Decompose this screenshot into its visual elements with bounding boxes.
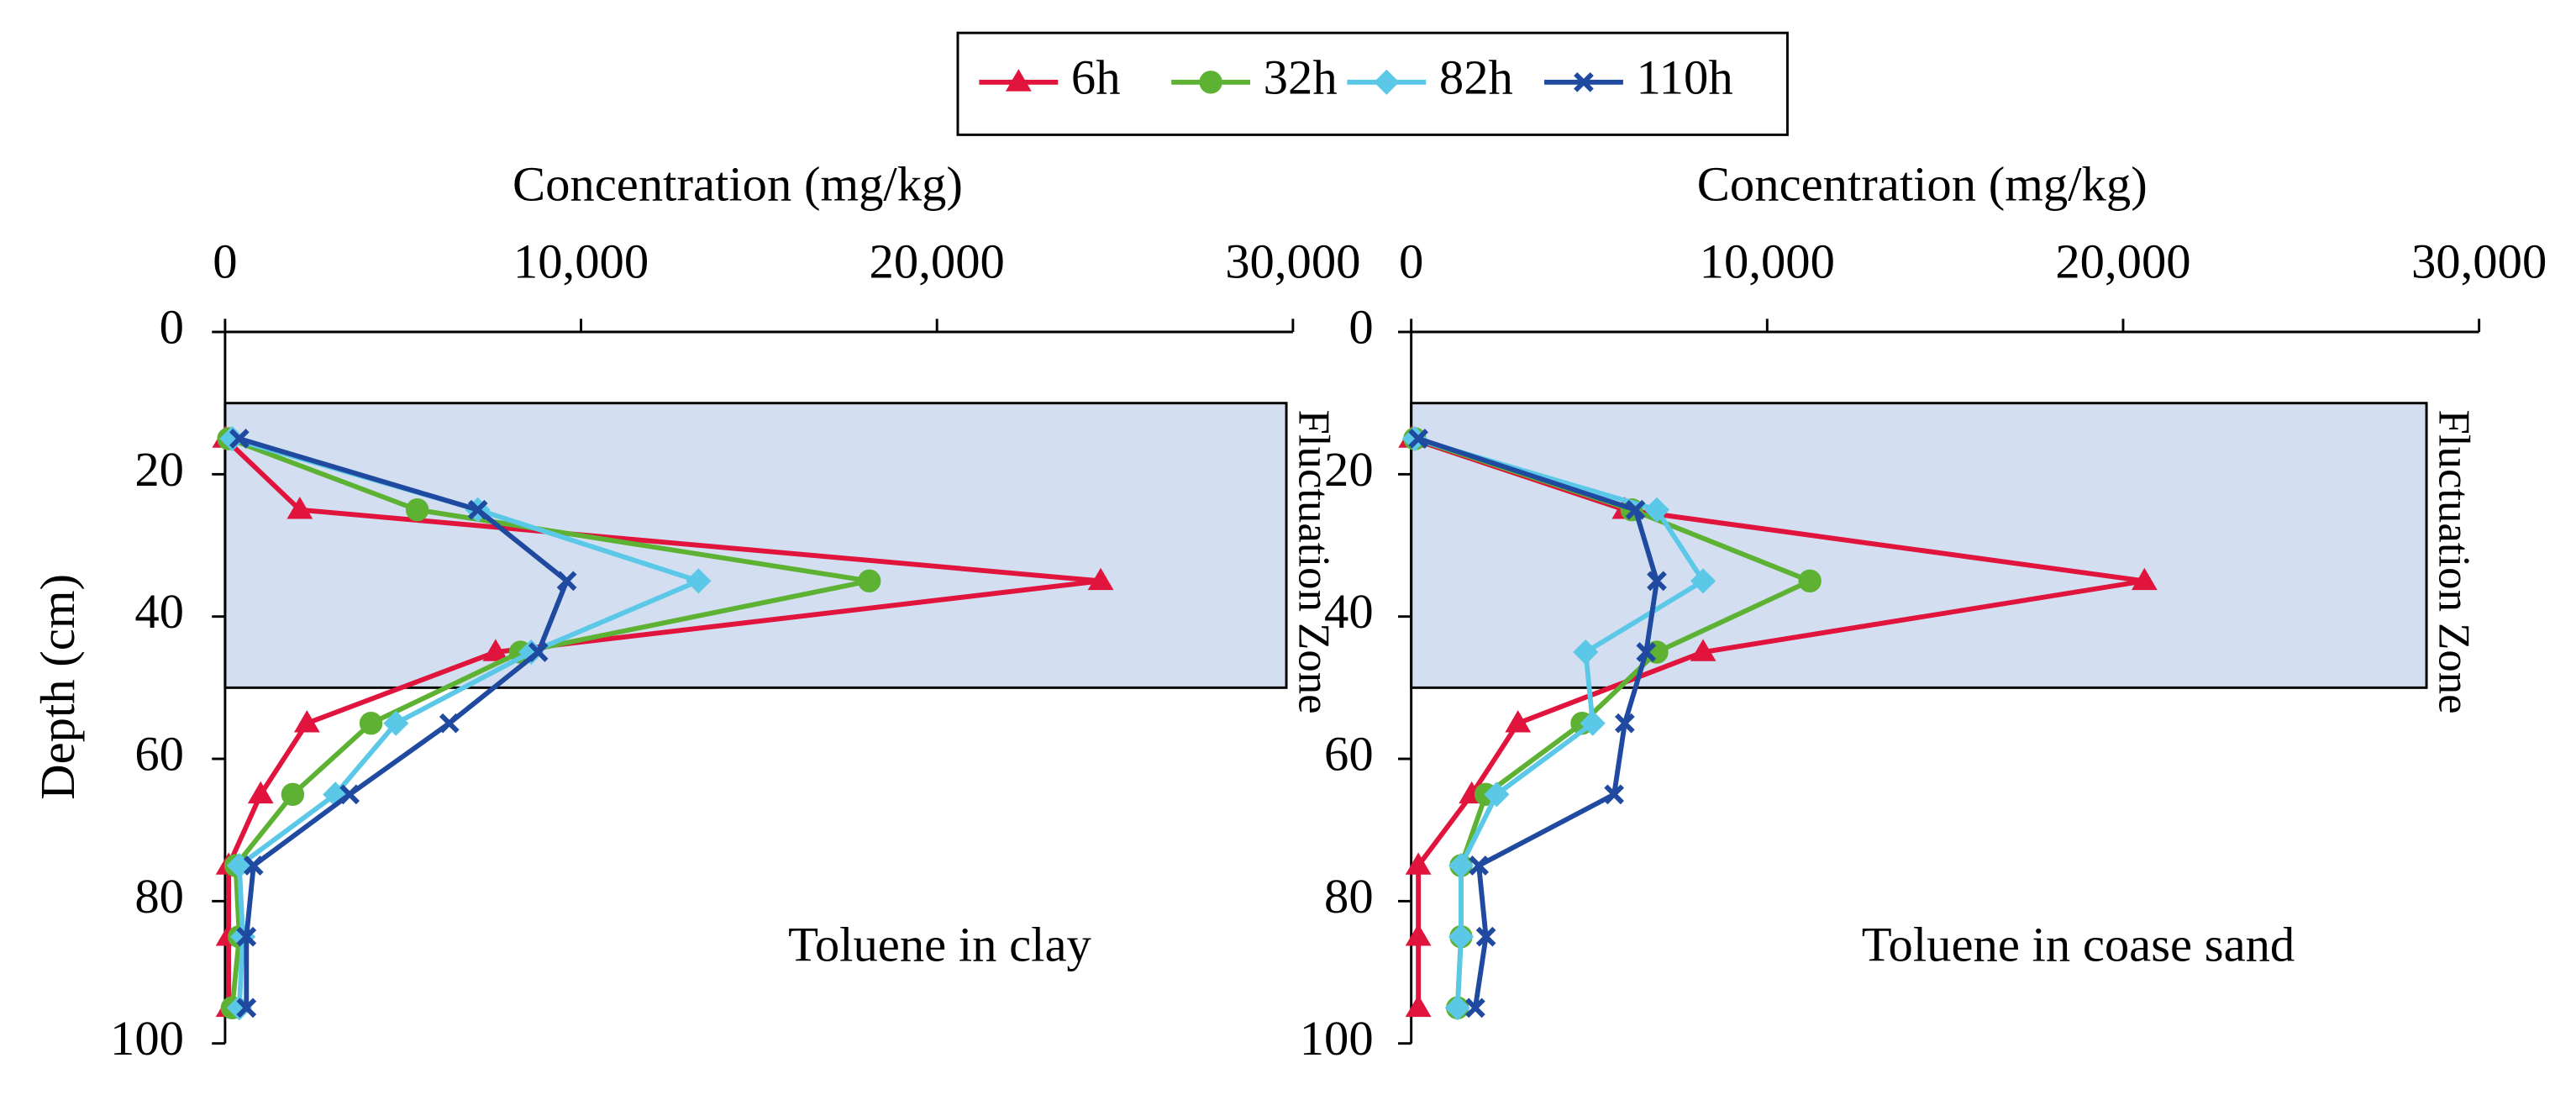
marker	[858, 569, 881, 593]
x-tick-label: 10,000	[513, 234, 649, 288]
marker	[1405, 852, 1432, 875]
marker	[1444, 995, 1470, 1021]
marker	[383, 710, 409, 736]
zone-label: Fluctuation Zone	[2429, 410, 2478, 714]
y-tick-label: 40	[134, 584, 184, 639]
x-tick-label: 20,000	[870, 234, 1005, 288]
x-tick-label: 20,000	[2055, 234, 2190, 288]
y-tick-label: 40	[1324, 584, 1374, 639]
marker	[482, 639, 509, 661]
x-tick-label: 30,000	[2411, 234, 2547, 288]
legend-label: 32h	[1264, 50, 1338, 104]
marker	[281, 782, 305, 807]
marker	[2132, 567, 2158, 591]
marker	[287, 497, 313, 519]
y-tick-label: 60	[134, 726, 184, 781]
x-tick-label: 0	[213, 234, 237, 288]
y-tick-label: 100	[1300, 1011, 1374, 1066]
marker	[1573, 639, 1599, 666]
y-tick-label: 80	[134, 869, 184, 924]
y-tick-label: 0	[1348, 299, 1373, 354]
annotation: Toluene in coase sand	[1862, 918, 2295, 972]
x-tick-label: 0	[1399, 234, 1423, 288]
marker	[229, 429, 250, 449]
marker	[1199, 71, 1222, 94]
y-axis-title: Depth (cm)	[30, 574, 85, 800]
marker	[1484, 782, 1510, 808]
marker	[528, 642, 549, 662]
marker	[1614, 713, 1635, 734]
x-axis-title: Concentration (mg/kg)	[1697, 156, 2148, 211]
marker	[1405, 994, 1432, 1018]
fluctuation-zone	[1410, 402, 2428, 689]
marker	[1374, 69, 1400, 95]
legend-label: 82h	[1439, 50, 1513, 104]
marker	[236, 997, 257, 1018]
marker	[1625, 499, 1646, 520]
marker	[467, 499, 488, 520]
legend-label: 110h	[1637, 50, 1733, 104]
marker	[1005, 69, 1032, 92]
marker	[247, 781, 274, 804]
y-tick-label: 20	[134, 442, 184, 497]
marker	[339, 784, 360, 805]
annotation: Toluene in clay	[788, 918, 1091, 972]
fluctuation-zone	[223, 402, 1288, 689]
y-tick-label: 80	[1324, 869, 1374, 924]
marker	[1087, 567, 1114, 591]
y-tick-label: 60	[1324, 726, 1374, 781]
x-axis-title: Concentration (mg/kg)	[513, 156, 963, 211]
zone-label: Fluctuation Zone	[1289, 410, 1338, 714]
marker	[1448, 852, 1475, 879]
marker	[1574, 71, 1594, 92]
marker	[1408, 429, 1428, 449]
marker	[293, 710, 320, 733]
y-tick-label: 100	[110, 1011, 184, 1066]
marker	[1636, 642, 1657, 662]
marker	[243, 855, 264, 876]
marker	[1643, 497, 1670, 523]
marker	[1405, 924, 1432, 946]
marker	[1469, 855, 1489, 876]
marker	[1448, 924, 1475, 950]
marker	[359, 712, 383, 735]
marker	[1580, 710, 1606, 736]
marker	[1690, 568, 1716, 594]
marker	[556, 571, 577, 592]
marker	[439, 713, 460, 734]
marker	[1475, 926, 1496, 947]
marker	[236, 926, 257, 947]
marker	[405, 498, 429, 522]
y-tick-label: 20	[1324, 442, 1374, 497]
marker	[1647, 571, 1667, 592]
legend-label: 6h	[1071, 50, 1121, 104]
marker	[1690, 639, 1716, 661]
marker	[1604, 784, 1624, 805]
marker	[1798, 569, 1822, 593]
marker	[686, 568, 712, 594]
marker	[1505, 710, 1532, 733]
x-tick-label: 30,000	[1225, 234, 1360, 288]
marker	[1465, 997, 1485, 1018]
y-tick-label: 0	[160, 299, 184, 354]
x-tick-label: 10,000	[1700, 234, 1835, 288]
